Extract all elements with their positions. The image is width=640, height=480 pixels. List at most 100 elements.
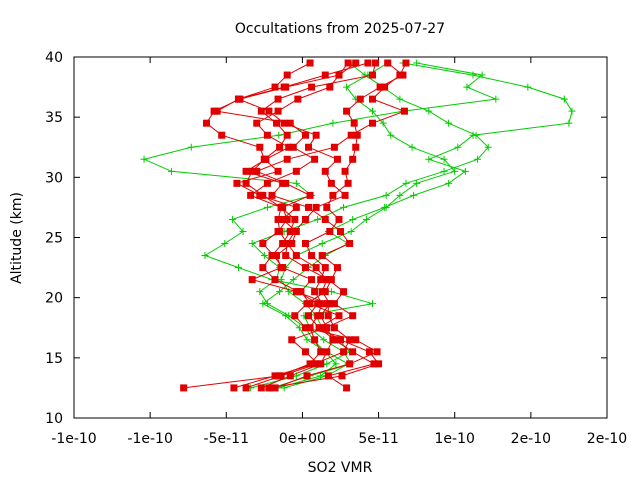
red-profile-7-point [368, 71, 376, 79]
green-profile-1-point [492, 95, 500, 103]
green-profile-1-point [368, 300, 376, 308]
red-profile-1-point [306, 324, 314, 332]
red-profile-5-point [282, 179, 290, 187]
red-profile-2-point [257, 384, 265, 392]
red-profile-7-point [338, 372, 346, 380]
red-profile-5-point [279, 264, 287, 272]
green-profile-4-point [396, 191, 404, 199]
red-profile-7-point [265, 384, 273, 392]
red-profile-1-point [323, 203, 331, 211]
green-profile-2-point [560, 95, 568, 103]
red-profile-4-point [271, 384, 279, 392]
red-profile-3-point [230, 384, 238, 392]
green-profile-1-point [239, 227, 247, 235]
red-profile-1-point [321, 264, 329, 272]
red-profile-7-point [294, 288, 302, 296]
red-profile-7-point [260, 155, 268, 163]
y-tick-label: 20 [45, 291, 63, 307]
red-profile-4-point [321, 215, 329, 223]
red-profile-6-point [321, 324, 329, 332]
red-profile-6-point [288, 336, 296, 344]
red-profile-5-point [259, 240, 267, 248]
red-profile-7-point [242, 179, 250, 187]
red-profile-1-point [349, 155, 357, 163]
green-profile-2-point [461, 167, 469, 175]
green-profile-3-point [425, 107, 433, 115]
red-profile-4-point [318, 252, 326, 260]
red-profile-7-point [257, 107, 265, 115]
red-profile-4-point [285, 143, 293, 151]
red-profile-5-point [335, 312, 343, 320]
y-tick-label: 40 [45, 50, 63, 66]
red-profile-4-point [373, 348, 381, 356]
red-profile-1-point [344, 179, 352, 187]
red-profile-3-point [324, 300, 332, 308]
red-profile-5-point [396, 71, 404, 79]
red-profile-5-point [330, 336, 338, 344]
green-profile-1-point [187, 143, 195, 151]
green-profile-3-point [263, 300, 271, 308]
red-profile-2-point [280, 119, 288, 127]
red-profile-2-point [327, 179, 335, 187]
red-profile-6-point [311, 155, 319, 163]
red-profile-6-point [247, 191, 255, 199]
red-profile-3-point [218, 131, 226, 139]
red-profile-2-point [323, 348, 331, 356]
green-profile-3-point [440, 167, 448, 175]
green-profile-1-point [140, 155, 148, 163]
red-profile-2-point [333, 155, 341, 163]
green-profile-4-point [347, 227, 355, 235]
red-profile-1-point [341, 167, 349, 175]
green-profile-3-point [472, 131, 480, 139]
green-profile-4-point [451, 167, 459, 175]
red-profile-6-point [301, 264, 309, 272]
green-profile-2-point [289, 276, 297, 284]
y-axis-label: Altitude (km) [9, 192, 25, 284]
red-profile-4-point [346, 360, 354, 368]
green-profile-2-point [303, 336, 311, 344]
red-profile-3-point [274, 167, 282, 175]
x-axis-label: SO2 VMR [308, 460, 373, 476]
red-profile-6-point [286, 119, 294, 127]
red-profile-5-line [255, 62, 407, 389]
red-profile-4-point [337, 227, 344, 235]
green-profile-1-point [221, 240, 229, 248]
green-profile-2-point [568, 107, 576, 115]
green-profile-3-point [248, 240, 256, 248]
red-profile-1-point [326, 227, 334, 235]
green-profile-2-point [276, 288, 284, 296]
red-profile-1-point [329, 191, 337, 199]
y-tick-label: 35 [45, 110, 63, 126]
red-profile-2-point [292, 252, 300, 260]
red-profile-1-point [352, 143, 360, 151]
red-profile-7-point [248, 167, 256, 175]
green-profile-4-point [343, 83, 351, 91]
red-profile-7-point [277, 203, 285, 211]
green-profile-4-point [323, 360, 331, 368]
red-profile-3-point [344, 59, 352, 67]
red-profile-4-point [301, 324, 309, 332]
red-profile-3-point [324, 312, 332, 320]
red-profile-6-point [282, 252, 290, 260]
red-profile-7-point [337, 336, 344, 344]
red-profile-2-point [321, 71, 329, 79]
red-profile-3-line [205, 62, 351, 389]
green-profile-1-point [263, 203, 271, 211]
red-profile-6-point [213, 107, 221, 115]
x-tick-label: -5e-11 [204, 431, 249, 447]
y-tick-label: 25 [45, 231, 63, 247]
red-profile-2-point [317, 312, 325, 320]
red-profile-3-point [256, 143, 264, 151]
red-profile-6-point [306, 59, 314, 67]
red-profile-7-point [283, 131, 291, 139]
red-profile-7-point [286, 227, 294, 235]
red-profile-7-point [268, 252, 276, 260]
axis-ticks: -1e-10 -1e-10 -5e-11 0e+00 5e-11 1e-10 2e-10 2e… [45, 50, 627, 447]
red-profile-3-point [282, 83, 290, 91]
green-profile-1-point [292, 179, 300, 187]
red-profile-7-point [315, 324, 323, 332]
red-profile-1-line [183, 62, 404, 389]
green-profile-1-point [463, 83, 471, 91]
red-profile-2-point [312, 264, 320, 272]
red-profile-3-point [340, 348, 348, 356]
